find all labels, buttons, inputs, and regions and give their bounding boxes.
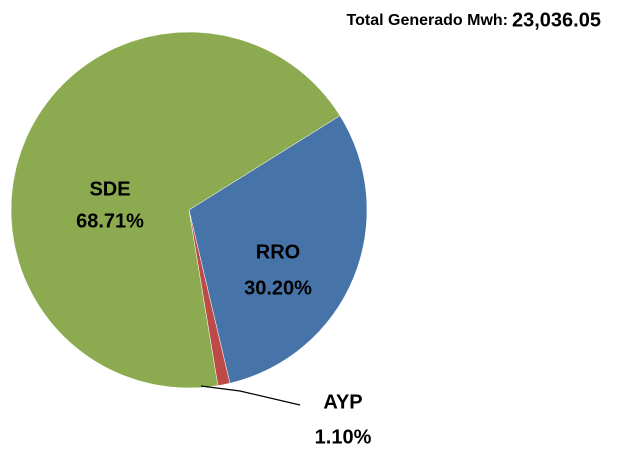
leader-line	[200, 385, 301, 406]
value-label: 68.71%	[76, 210, 144, 232]
value-label: 30.20%	[244, 277, 312, 299]
slice-label: RRO	[256, 241, 300, 263]
total-value: 23,036.05	[512, 9, 601, 31]
pie-slice	[188, 115, 368, 384]
pie-slice	[10, 31, 341, 389]
chart-title: Total Generado Mwh:	[347, 12, 508, 29]
value-label: 1.10%	[315, 426, 372, 448]
slice-label: SDE	[89, 178, 130, 200]
slice-label: AYP	[323, 391, 362, 413]
